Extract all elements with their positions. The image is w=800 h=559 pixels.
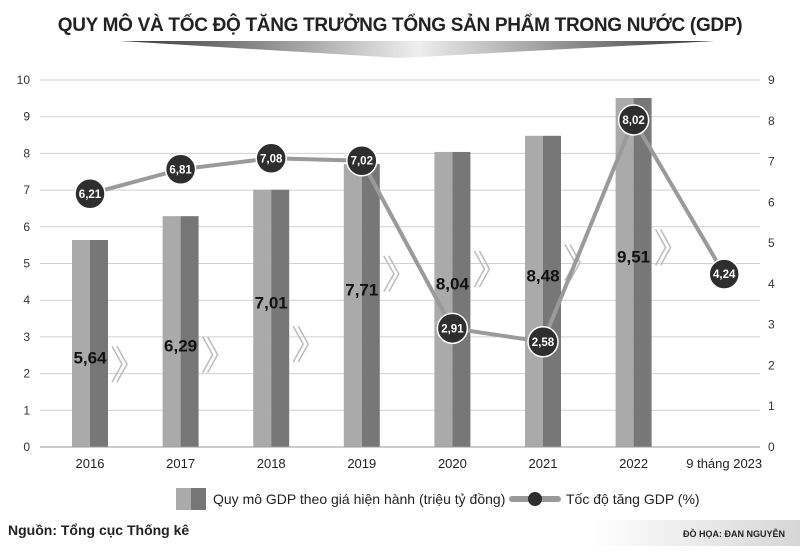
credit-background xyxy=(590,520,800,546)
right-axis-tick: 2 xyxy=(768,358,775,372)
x-axis-tick: 2019 xyxy=(347,456,376,471)
graphic-credit: ĐỒ HỌA: ĐAN NGUYỄN xyxy=(683,528,785,539)
bar-value-label: 5,64 xyxy=(73,349,107,368)
bar-value-label: 7,71 xyxy=(345,281,378,300)
x-axis-tick: 2022 xyxy=(619,456,648,471)
left-axis-tick: 9 xyxy=(23,110,30,124)
bar-value-label: 6,29 xyxy=(164,337,197,356)
x-axis-tick: 9 tháng 2023 xyxy=(686,456,762,471)
bar-value-label: 7,01 xyxy=(255,293,288,312)
legend-bar-swatch-dark xyxy=(191,488,206,510)
growth-marker xyxy=(74,178,106,210)
chevron-decoration-icon xyxy=(201,336,219,374)
growth-value-label: 6,21 xyxy=(79,189,102,201)
growth-marker xyxy=(164,153,197,186)
x-axis-tick: 2017 xyxy=(166,456,195,471)
growth-value-label: 4,24 xyxy=(713,269,736,281)
legend-bar-swatch-light xyxy=(176,488,191,510)
bar-2020-dark xyxy=(452,151,471,447)
left-axis-tick: 3 xyxy=(23,330,30,344)
right-axis-tick: 7 xyxy=(768,155,775,169)
growth-marker xyxy=(617,104,650,136)
chevron-decoration-icon xyxy=(383,255,400,293)
right-axis-tick: 1 xyxy=(768,399,775,413)
chevron-decoration-icon xyxy=(111,345,128,383)
bar-2018-light xyxy=(253,189,272,447)
left-axis-tick: 5 xyxy=(23,257,30,271)
left-axis-tick: 8 xyxy=(23,146,30,160)
growth-marker xyxy=(346,144,378,177)
growth-value-label: 7,08 xyxy=(260,153,283,165)
bar-2021-dark xyxy=(543,135,561,447)
right-axis-tick: 6 xyxy=(768,195,775,209)
growth-value-label: 8,02 xyxy=(622,115,644,127)
growth-value-label: 7,02 xyxy=(351,156,373,168)
left-axis-tick: 7 xyxy=(23,183,30,197)
legend-line-marker xyxy=(528,492,542,506)
x-axis-tick: 2020 xyxy=(438,456,467,471)
bar-2017-light xyxy=(162,216,181,447)
x-axis-tick: 2021 xyxy=(529,456,558,471)
x-axis-tick: 2016 xyxy=(76,456,105,471)
left-axis-tick: 2 xyxy=(23,367,30,381)
bar-2016-dark xyxy=(90,240,108,447)
bar-value-label: 8,04 xyxy=(436,274,470,293)
title-banner xyxy=(120,41,715,58)
bar-2022-dark xyxy=(633,97,652,447)
left-axis-tick: 6 xyxy=(23,220,30,234)
right-axis-tick: 4 xyxy=(768,277,775,291)
chevron-decoration-icon xyxy=(473,250,491,288)
legend: Quy mô GDP theo giá hiện hành (triệu tỷ … xyxy=(176,488,700,510)
bar-2020-light xyxy=(434,151,453,447)
x-axis-tick: 2018 xyxy=(257,456,286,471)
right-axis-tick: 5 xyxy=(768,236,775,250)
bar-2017-dark xyxy=(180,216,199,447)
bar-2019-dark xyxy=(361,164,380,447)
chevron-decoration-icon xyxy=(654,229,672,266)
bar-value-label: 8,48 xyxy=(526,266,559,285)
right-axis-tick: 0 xyxy=(768,440,775,454)
right-axis-tick: 9 xyxy=(768,73,775,87)
source-note: Nguồn: Tổng cục Thống kê xyxy=(8,522,189,538)
legend-line-label: Tốc độ tăng GDP (%) xyxy=(566,491,700,507)
bar-2018-dark xyxy=(271,189,290,447)
growth-marker xyxy=(527,326,559,358)
growth-marker xyxy=(436,312,469,345)
growth-value-label: 2,58 xyxy=(532,337,555,349)
growth-marker xyxy=(708,258,740,290)
left-axis-tick: 0 xyxy=(23,440,30,454)
left-axis-tick: 10 xyxy=(17,73,31,87)
chevron-decoration-icon xyxy=(564,244,581,281)
bar-2016-light xyxy=(72,240,90,447)
legend-bar-label: Quy mô GDP theo giá hiện hành (triệu tỷ … xyxy=(213,491,505,507)
bar-value-label: 9,51 xyxy=(617,247,650,266)
left-axis-tick: 4 xyxy=(23,293,30,307)
right-axis-tick: 8 xyxy=(768,114,775,128)
right-axis-tick: 3 xyxy=(768,318,775,332)
chart-title: QUY MÔ VÀ TỐC ĐỘ TĂNG TRƯỞNG TỔNG SẢN PH… xyxy=(58,14,743,36)
growth-value-label: 6,81 xyxy=(169,164,192,176)
left-axis-tick: 1 xyxy=(23,403,30,417)
bar-2022-light xyxy=(615,97,634,447)
bar-2019-light xyxy=(343,164,362,447)
growth-marker xyxy=(255,142,287,175)
growth-value-label: 2,91 xyxy=(441,323,464,335)
chevron-decoration-icon xyxy=(292,325,310,363)
bar-2021-light xyxy=(525,135,543,447)
